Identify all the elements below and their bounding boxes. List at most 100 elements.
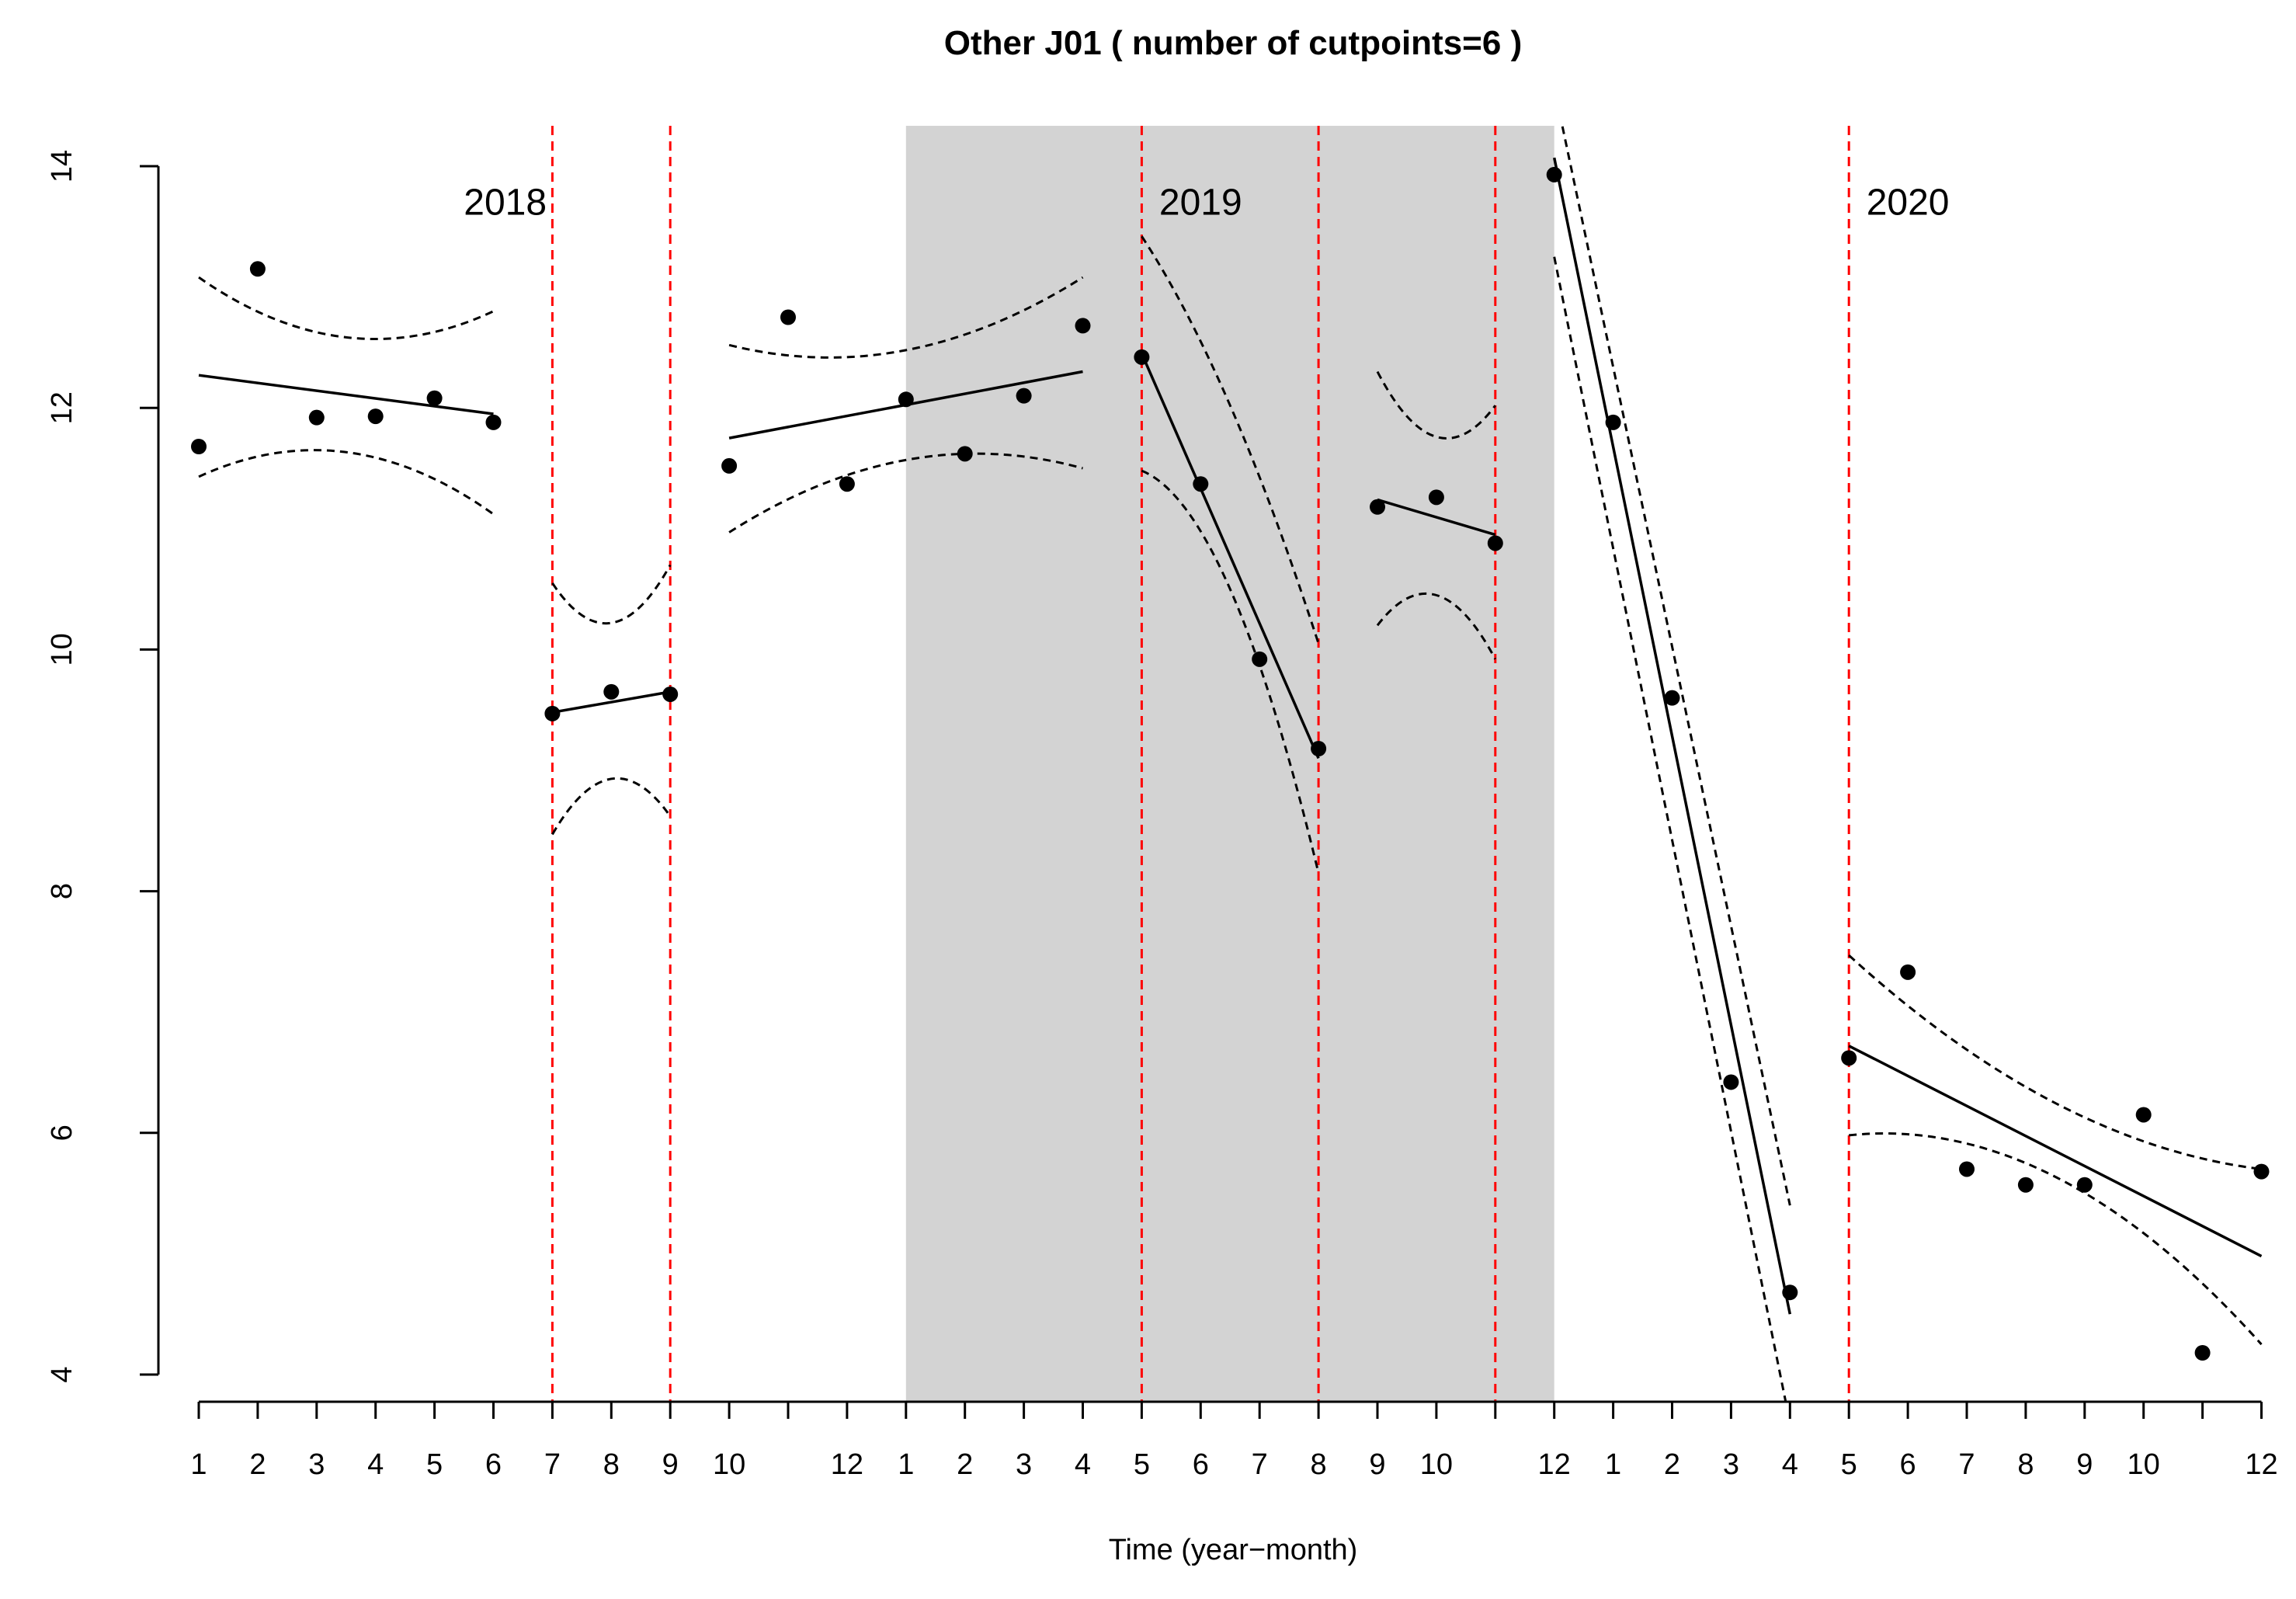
data-point-19	[1252, 651, 1268, 667]
data-point-1	[191, 438, 207, 454]
x-tick-label-2: 2	[249, 1448, 266, 1481]
x-tick-label-16: 4	[1075, 1448, 1091, 1481]
data-point-36	[2253, 1163, 2270, 1180]
data-point-25	[1605, 414, 1621, 430]
lower-band-6	[1553, 256, 1787, 1402]
data-point-10	[721, 457, 738, 474]
x-tick-label-34: 10	[2128, 1448, 2160, 1481]
data-point-35	[2194, 1344, 2211, 1361]
data-point-24	[1546, 166, 1562, 182]
x-tick-label-12: 12	[831, 1448, 863, 1481]
lower-band-1	[198, 449, 495, 516]
x-tick-label-6: 6	[485, 1448, 502, 1481]
upper-band-6	[1561, 126, 1791, 1206]
x-tick-label-4: 4	[367, 1448, 384, 1481]
y-tick-label-6: 6	[46, 1125, 78, 1141]
shaded-region	[905, 126, 1554, 1402]
data-point-33	[2076, 1177, 2093, 1193]
data-point-32	[2017, 1177, 2034, 1193]
fit-line-layer	[198, 157, 2263, 1315]
data-point-30	[1900, 964, 1916, 980]
x-tick-label-22: 10	[1420, 1448, 1453, 1481]
upper-band-1	[198, 276, 495, 340]
y-tick-label-14: 14	[46, 150, 78, 182]
y-tick-label-10: 10	[46, 633, 78, 666]
x-tick-label-21: 9	[1369, 1448, 1385, 1481]
x-tick-label-13: 1	[898, 1448, 914, 1481]
data-point-layer	[191, 166, 2270, 1361]
fit-line-6	[1552, 157, 1792, 1315]
x-tick-label-17: 5	[1134, 1448, 1150, 1481]
year-label-2019: 2019	[1159, 182, 1242, 224]
data-point-8	[603, 683, 620, 700]
fit-line-4	[1140, 353, 1320, 760]
x-tick-label-8: 8	[603, 1448, 620, 1481]
x-tick-label-27: 3	[1723, 1448, 1739, 1481]
x-tick-label-32: 8	[2017, 1448, 2034, 1481]
data-point-17	[1134, 349, 1150, 365]
lower-band-2	[551, 777, 672, 836]
data-point-18	[1193, 476, 1209, 492]
data-point-22	[1428, 489, 1444, 506]
lower-band-4	[1141, 469, 1320, 874]
x-tick-label-19: 7	[1252, 1448, 1268, 1481]
data-point-13	[898, 391, 914, 408]
x-tick-label-18: 6	[1193, 1448, 1209, 1481]
fit-line-5	[1377, 498, 1496, 537]
year-label-layer: 2018 2019 2020	[464, 182, 1949, 224]
shaded-region-layer	[905, 126, 1554, 1402]
confidence-band-layer	[198, 126, 2263, 1402]
data-point-12	[839, 476, 855, 492]
y-tick-label-12: 12	[46, 391, 78, 424]
data-point-6	[485, 414, 502, 430]
year-label-2020: 2020	[1867, 182, 1950, 224]
data-point-9	[662, 686, 679, 702]
x-tick-label-31: 7	[1958, 1448, 1975, 1481]
lower-band-3	[728, 452, 1083, 534]
fit-line-1	[198, 374, 494, 415]
upper-band-4	[1141, 235, 1320, 645]
data-point-20	[1311, 740, 1327, 756]
x-tick-label-3: 3	[308, 1448, 325, 1481]
data-point-23	[1487, 535, 1503, 551]
x-tick-label-30: 6	[1900, 1448, 1916, 1481]
data-point-11	[780, 309, 796, 325]
x-tick-label-36: 12	[2245, 1448, 2277, 1481]
data-point-3	[308, 409, 325, 426]
lower-band-5	[1376, 593, 1497, 660]
data-point-2	[249, 261, 266, 277]
data-point-31	[1959, 1161, 1975, 1177]
x-tick-label-26: 2	[1664, 1448, 1680, 1481]
lower-band-7	[1849, 1132, 2263, 1346]
y-tick-label-4: 4	[46, 1366, 78, 1382]
data-point-34	[2135, 1107, 2152, 1123]
upper-band-5	[1376, 370, 1497, 440]
x-tick-label-1: 1	[190, 1448, 207, 1481]
x-tick-label-5: 5	[426, 1448, 443, 1481]
upper-band-2	[551, 564, 672, 625]
data-point-7	[544, 705, 561, 721]
data-point-5	[426, 390, 443, 406]
fit-line-2	[552, 690, 671, 714]
data-point-29	[1841, 1050, 1857, 1066]
data-point-27	[1723, 1074, 1739, 1090]
x-tick-label-29: 5	[1841, 1448, 1857, 1481]
x-tick-label-25: 1	[1605, 1448, 1621, 1481]
cutpoint-layer	[551, 126, 1850, 1402]
x-tick-label-15: 3	[1016, 1448, 1032, 1481]
x-tick-label-10: 10	[713, 1448, 745, 1481]
x-tick-label-28: 4	[1782, 1448, 1798, 1481]
year-label-2018: 2018	[464, 182, 547, 224]
data-point-14	[957, 446, 973, 462]
data-point-15	[1016, 388, 1032, 404]
x-tick-label-9: 9	[662, 1448, 679, 1481]
x-tick-label-24: 12	[1538, 1448, 1571, 1481]
chart-title: Other J01 ( number of cutpoints=6 )	[944, 24, 1522, 62]
x-tick-label-33: 9	[2076, 1448, 2093, 1481]
fit-line-7	[1848, 1045, 2263, 1258]
data-point-16	[1075, 318, 1091, 334]
y-tick-label-8: 8	[46, 883, 78, 899]
data-point-28	[1782, 1284, 1798, 1301]
